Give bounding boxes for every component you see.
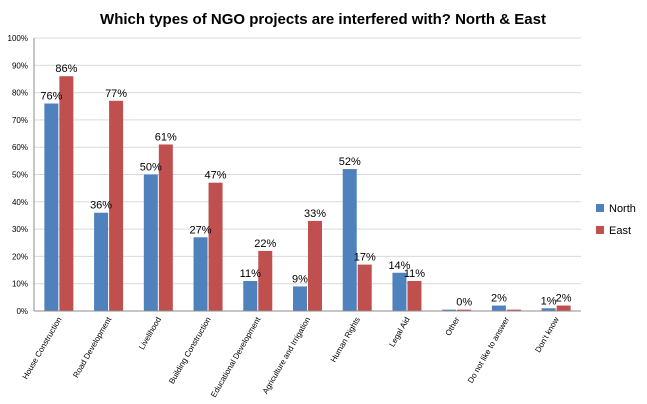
y-tick-label: 100% — [8, 34, 28, 43]
data-label: 36% — [90, 200, 112, 212]
data-label: 76% — [40, 91, 62, 103]
legend: North East — [596, 203, 636, 237]
data-label: 2% — [556, 293, 572, 305]
x-tick-label: Livelihood — [137, 316, 163, 352]
bar-east — [109, 100, 124, 311]
y-tick-label: 40% — [12, 198, 28, 207]
bar-east — [357, 264, 372, 311]
data-label: 9% — [292, 273, 308, 285]
y-axis-ticks: 0% 10% 20% 30% 40% 50% 60% 70% 80% 90% 100% — [8, 34, 28, 316]
x-tick-label: House Construction — [21, 316, 64, 381]
bar-north — [193, 237, 208, 311]
legend-swatch-east — [596, 226, 604, 234]
bar-east — [506, 309, 521, 311]
x-tick-label: Building Construction — [167, 316, 213, 386]
data-label: 27% — [190, 224, 212, 236]
bar-north — [44, 103, 59, 312]
x-axis-ticks: House Construction Road Development Liveli… — [21, 315, 561, 399]
data-label: 1% — [541, 295, 557, 307]
data-label: 86% — [55, 63, 77, 75]
y-tick-label: 20% — [12, 252, 28, 261]
bar-north — [143, 174, 158, 311]
legend-label: East — [609, 225, 631, 237]
gridlines — [34, 37, 581, 285]
data-label: 11% — [240, 268, 261, 280]
y-tick-label: 60% — [12, 143, 28, 152]
data-label: 0% — [456, 297, 472, 309]
data-label: 47% — [205, 170, 227, 182]
bar-north — [94, 212, 109, 311]
x-tick-label: Don't know — [533, 315, 561, 354]
bar-east — [457, 309, 472, 311]
bar-east — [59, 76, 74, 311]
y-tick-label: 30% — [12, 225, 28, 234]
data-label: 17% — [354, 252, 376, 264]
bar-east — [208, 182, 223, 311]
y-tick-label: 10% — [12, 280, 28, 289]
x-tick-label: Legal Aid — [387, 316, 411, 349]
x-tick-label: Road Development — [71, 315, 113, 379]
chart-title: Which types of NGO projects are interfer… — [100, 11, 546, 28]
bar-east — [158, 144, 173, 311]
x-tick-label: Agriculture and Irrigation — [261, 316, 312, 396]
data-label: 2% — [491, 293, 507, 305]
bar-east — [258, 250, 273, 311]
data-label: 50% — [140, 162, 162, 174]
data-label: 14% — [388, 260, 410, 272]
y-tick-label: 70% — [12, 116, 28, 125]
y-tick-label: 90% — [12, 61, 28, 70]
x-tick-label: Do not like to answer — [466, 315, 511, 384]
x-tick-label: Human Rights — [329, 316, 362, 364]
bar-north — [442, 309, 457, 311]
bar-north — [342, 169, 357, 311]
data-label: 52% — [339, 156, 361, 168]
data-label: 33% — [304, 208, 326, 220]
y-tick-label: 80% — [12, 89, 28, 98]
bar-north — [491, 305, 506, 311]
bar-east — [556, 305, 571, 311]
bar-north — [243, 280, 258, 311]
bar-north — [293, 286, 307, 311]
data-label: 61% — [155, 131, 177, 143]
y-tick-label: 50% — [12, 171, 28, 180]
data-label: 11% — [404, 268, 425, 280]
bars — [44, 76, 571, 312]
bar-east — [308, 220, 322, 311]
bar-north — [392, 272, 407, 311]
x-tick-label: Educational Development — [209, 315, 263, 399]
bar-east — [407, 280, 422, 311]
data-label: 22% — [254, 238, 276, 250]
data-labels: 76% 86% 36% 77% 50% 61% 27% 47% 11% 22% 9% 33% 52% 17… — [40, 63, 571, 308]
legend-swatch-north — [596, 204, 604, 212]
y-tick-label: 0% — [16, 307, 28, 316]
x-tick-label: Other — [444, 315, 462, 337]
data-label: 77% — [105, 88, 127, 100]
bar-north — [541, 308, 556, 311]
legend-label: North — [609, 203, 636, 215]
